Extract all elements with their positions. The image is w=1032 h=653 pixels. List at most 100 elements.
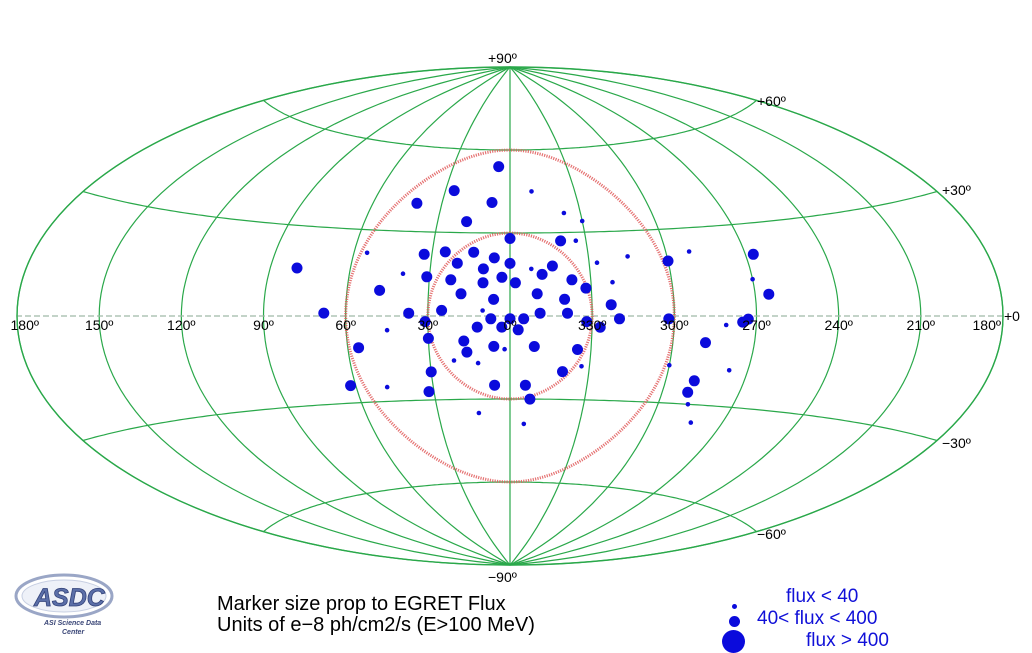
lat-label-p30: +30º — [942, 182, 971, 198]
source-marker — [496, 271, 508, 283]
source-marker — [594, 260, 600, 266]
source-marker — [686, 249, 692, 254]
reference-circle — [344, 148, 676, 484]
source-marker — [573, 238, 579, 243]
svg-text:Center: Center — [62, 629, 85, 636]
source-marker — [489, 379, 501, 391]
svg-text:ASDC: ASDC — [33, 584, 106, 612]
source-marker — [488, 340, 500, 352]
source-marker — [504, 233, 516, 244]
source-marker — [509, 277, 521, 289]
source-marker — [291, 262, 303, 274]
source-marker — [566, 274, 578, 286]
source-marker — [546, 260, 558, 272]
source-marker — [605, 299, 617, 311]
legend-large-label: flux > 400 — [806, 630, 889, 651]
source-marker — [726, 368, 732, 373]
source-marker — [528, 341, 540, 352]
reference-circles — [344, 148, 676, 484]
source-marker — [688, 375, 700, 387]
longitude-label: 330º — [578, 317, 606, 333]
source-marker — [425, 366, 437, 378]
source-marker — [476, 410, 482, 416]
source-marker — [531, 288, 543, 300]
source-marker — [579, 364, 584, 369]
source-marker — [419, 316, 431, 328]
source-marker — [455, 288, 467, 300]
lat-label-m90: −90º — [488, 569, 517, 585]
source-marker — [521, 421, 527, 427]
source-marker — [536, 268, 548, 280]
longitude-label: 240º — [824, 317, 852, 333]
source-marker — [561, 210, 567, 216]
source-marker — [763, 288, 775, 300]
longitude-label: 0º — [504, 317, 517, 333]
source-marker — [384, 327, 390, 333]
source-marker — [667, 362, 672, 368]
source-marker — [436, 304, 448, 316]
source-marker — [529, 189, 534, 194]
source-marker — [579, 218, 585, 224]
source-marker — [411, 197, 423, 209]
source-marker — [581, 316, 593, 328]
source-marker — [700, 337, 711, 349]
caption-line-1: Marker size prop to EGRET Flux — [217, 593, 506, 615]
source-marker — [555, 235, 567, 247]
source-marker — [524, 393, 536, 405]
source-marker — [374, 284, 386, 296]
source-marker — [451, 358, 457, 363]
source-marker — [625, 254, 630, 259]
source-marker — [685, 402, 691, 407]
legend-small-label: flux < 40 — [786, 586, 859, 607]
source-marker — [610, 279, 615, 285]
source-marker — [519, 379, 531, 391]
longitude-label: 270º — [742, 317, 770, 333]
source-marker — [572, 344, 583, 355]
longitude-label: 180º — [11, 317, 39, 333]
source-marker — [688, 420, 694, 425]
source-marker — [458, 335, 470, 347]
source-marker — [477, 277, 489, 289]
source-marker — [445, 274, 457, 286]
longitude-label: 30º — [417, 317, 438, 333]
asdc-logo: ASDC ASI Science Data Center — [14, 573, 114, 636]
source-marker — [723, 322, 729, 328]
source-marker — [562, 307, 573, 319]
caption-line-2: Units of e−8 ph/cm2/s (E>100 MeV) — [217, 614, 535, 636]
source-marker — [439, 246, 451, 258]
source-marker — [488, 293, 500, 305]
longitude-label: 300º — [660, 317, 688, 333]
lat-label-m30: −30º — [942, 435, 971, 451]
source-marker — [403, 307, 415, 319]
longitude-label: 150º — [85, 317, 113, 333]
source-marker — [400, 271, 406, 277]
source-marker — [488, 252, 500, 264]
source-marker — [496, 321, 508, 333]
source-marker — [485, 313, 497, 325]
reference-circle — [426, 231, 594, 401]
lat-label-p60: +60º — [757, 93, 786, 109]
source-markers — [291, 161, 775, 427]
source-marker — [493, 161, 505, 173]
lat-label-p90: +90º — [488, 50, 517, 66]
source-marker — [504, 257, 516, 269]
source-marker — [384, 384, 390, 390]
lat-label-zero: +0 — [1004, 308, 1020, 324]
legend-large-marker — [722, 630, 745, 653]
source-marker — [421, 271, 433, 283]
source-marker — [461, 216, 473, 228]
source-marker — [663, 313, 675, 325]
longitude-label: 180º — [973, 317, 1001, 333]
source-marker — [750, 276, 755, 282]
source-marker — [662, 255, 674, 267]
source-marker — [477, 263, 489, 275]
source-marker — [559, 293, 571, 305]
source-marker — [518, 313, 530, 325]
source-marker — [468, 246, 480, 258]
source-marker — [614, 313, 625, 325]
source-marker — [534, 307, 546, 319]
source-marker — [747, 248, 759, 260]
longitude-label: 210º — [907, 317, 935, 333]
source-marker — [423, 386, 435, 398]
